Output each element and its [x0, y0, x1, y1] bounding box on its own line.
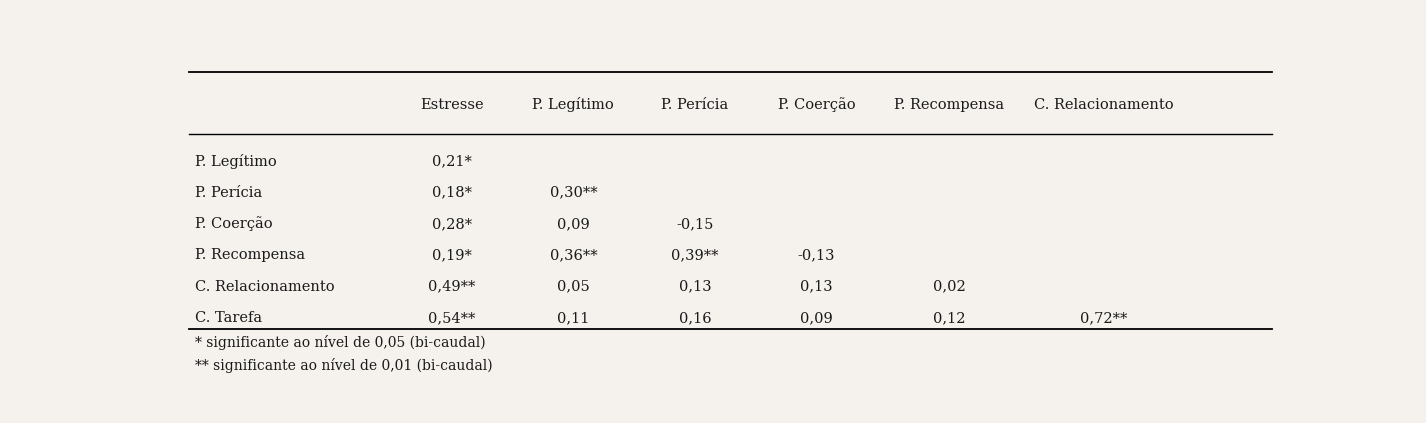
Text: 0,13: 0,13 [679, 280, 712, 294]
Text: P. Legítimo: P. Legítimo [195, 154, 277, 169]
Text: 0,39**: 0,39** [672, 248, 719, 262]
Text: P. Perícia: P. Perícia [195, 186, 262, 200]
Text: 0,28*: 0,28* [432, 217, 472, 231]
Text: 0,16: 0,16 [679, 311, 712, 325]
Text: 0,09: 0,09 [558, 217, 590, 231]
Text: P. Coerção: P. Coerção [777, 97, 856, 112]
Text: 0,36**: 0,36** [549, 248, 597, 262]
Text: 0,02: 0,02 [933, 280, 965, 294]
Text: * significante ao nível de 0,05 (bi-caudal): * significante ao nível de 0,05 (bi-caud… [195, 335, 485, 350]
Text: 0,05: 0,05 [558, 280, 590, 294]
Text: C. Tarefa: C. Tarefa [195, 311, 262, 325]
Text: 0,11: 0,11 [558, 311, 589, 325]
Text: 0,21*: 0,21* [432, 154, 472, 168]
Text: P. Coerção: P. Coerção [195, 217, 272, 231]
Text: C. Relacionamento: C. Relacionamento [195, 280, 335, 294]
Text: 0,13: 0,13 [800, 280, 833, 294]
Text: P. Perícia: P. Perícia [662, 98, 729, 112]
Text: P. Recompensa: P. Recompensa [195, 248, 305, 262]
Text: 0,12: 0,12 [933, 311, 965, 325]
Text: -0,15: -0,15 [676, 217, 713, 231]
Text: P. Recompensa: P. Recompensa [894, 98, 1004, 112]
Text: Estresse: Estresse [421, 98, 483, 112]
Text: 0,54**: 0,54** [428, 311, 475, 325]
Text: P. Legítimo: P. Legítimo [532, 97, 615, 112]
Text: 0,30**: 0,30** [549, 186, 597, 200]
Text: 0,09: 0,09 [800, 311, 833, 325]
Text: 0,19*: 0,19* [432, 248, 472, 262]
Text: C. Relacionamento: C. Relacionamento [1034, 98, 1174, 112]
Text: 0,49**: 0,49** [428, 280, 475, 294]
Text: 0,72**: 0,72** [1079, 311, 1128, 325]
Text: -0,13: -0,13 [797, 248, 836, 262]
Text: ** significante ao nível de 0,01 (bi-caudal): ** significante ao nível de 0,01 (bi-cau… [195, 358, 492, 373]
Text: 0,18*: 0,18* [432, 186, 472, 200]
